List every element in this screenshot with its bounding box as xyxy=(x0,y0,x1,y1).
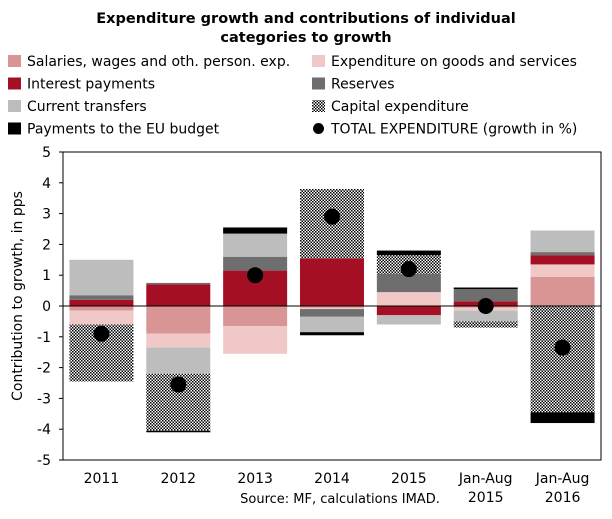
legend-label: Current transfers xyxy=(27,99,147,115)
bar-segment xyxy=(530,230,595,253)
bar-segment xyxy=(376,292,441,306)
bar-segment xyxy=(223,233,288,257)
x-tick-label: 2011 xyxy=(84,471,120,487)
bar-segment xyxy=(530,276,595,306)
legend-label: Salaries, wages and oth. person. exp. xyxy=(27,54,290,70)
bar-segment xyxy=(300,332,364,336)
y-tick-label: 0 xyxy=(42,299,51,315)
bar-segment xyxy=(69,299,134,306)
x-axis: 2011 2012 2013 2014 2015 Jan-Aug 2015 Jan-Aug 20… xyxy=(84,471,590,506)
legend-swatch xyxy=(312,77,325,90)
legend-label: Expenditure on goods and services xyxy=(331,54,577,70)
bar-segment xyxy=(453,321,518,328)
bar-segment xyxy=(146,347,211,374)
total-markers xyxy=(93,208,571,393)
total-marker xyxy=(324,208,340,225)
x-tick-label: 2015 xyxy=(391,471,427,487)
chart-title-line-1: Expenditure growth and contributions of … xyxy=(96,11,516,27)
y-axis-label: Contribution to growth, in pps xyxy=(10,191,26,401)
y-tick-label: -2 xyxy=(37,361,51,377)
bar-segment xyxy=(69,306,134,311)
y-tick-label: -5 xyxy=(37,453,51,469)
x-tick-label: Jan-Aug xyxy=(535,471,590,487)
total-marker xyxy=(554,339,571,356)
legend-label: Interest payments xyxy=(27,77,155,93)
x-tick-label: 2012 xyxy=(160,471,196,487)
y-tick-label: 4 xyxy=(42,176,51,192)
bar-segment xyxy=(300,309,364,317)
x-tick-label: Jan-Aug xyxy=(458,471,513,487)
bar-segment xyxy=(146,282,211,285)
total-marker xyxy=(400,261,417,278)
total-marker xyxy=(477,298,494,314)
y-axis: 5 4 3 2 1 0 -1 -2 -3 -4 -5 xyxy=(37,145,63,469)
bar-segment xyxy=(376,306,441,316)
legend-label: Capital expenditure xyxy=(331,99,469,115)
y-tick-label: 1 xyxy=(42,268,51,284)
bar-segment xyxy=(530,412,595,424)
bar-segment xyxy=(530,306,595,413)
bar-segment xyxy=(146,333,211,348)
legend-swatch xyxy=(8,100,21,112)
legend-label: Payments to the EU budget xyxy=(27,122,220,138)
bar-segment xyxy=(453,289,518,302)
bar-segment xyxy=(530,252,595,256)
bar-segment xyxy=(376,273,441,293)
y-tick-label: 2 xyxy=(42,237,51,253)
bar-segment xyxy=(69,259,134,296)
legend-swatch xyxy=(313,123,324,134)
chart-title-line-2: categories to growth xyxy=(220,30,391,46)
bar-segment xyxy=(300,306,364,308)
bar-segment xyxy=(223,326,288,354)
bar-segment xyxy=(223,227,288,234)
source-note: Source: MF, calculations IMAD. xyxy=(240,492,440,507)
y-tick-label: -4 xyxy=(37,422,51,438)
legend-swatch xyxy=(312,55,325,67)
bar-segment xyxy=(376,250,441,256)
bar-segment xyxy=(146,306,211,334)
bar-segment xyxy=(300,307,364,310)
x-tick-label: 2013 xyxy=(237,471,273,487)
bar-segment xyxy=(300,316,364,333)
bar-segment xyxy=(453,287,518,290)
y-tick-label: -3 xyxy=(37,391,51,407)
legend-swatch xyxy=(8,77,21,90)
total-marker xyxy=(93,325,110,342)
bar-segment xyxy=(223,256,288,271)
x-tick-label: 2015 xyxy=(468,490,504,506)
bar-segment xyxy=(69,295,134,300)
bar-segment xyxy=(223,306,288,327)
bar-segment xyxy=(376,315,441,325)
bar-segment xyxy=(146,430,211,433)
bar-segment xyxy=(453,310,518,322)
legend-swatch xyxy=(8,122,21,135)
total-marker xyxy=(247,267,264,284)
bar-segment xyxy=(146,284,211,306)
bar-segment xyxy=(530,255,595,265)
y-tick-label: 3 xyxy=(42,207,51,223)
bar-segment xyxy=(300,258,364,306)
total-marker xyxy=(170,376,187,393)
bar-segment xyxy=(69,310,134,325)
legend-swatch xyxy=(8,55,21,67)
x-tick-label: 2016 xyxy=(545,490,581,506)
bar-segment xyxy=(530,264,595,277)
y-tick-label: -1 xyxy=(37,330,51,346)
x-tick-label: 2014 xyxy=(314,471,350,487)
y-tick-label: 5 xyxy=(42,145,51,161)
bars xyxy=(63,188,601,433)
legend-label: Reserves xyxy=(331,77,395,93)
legend: Salaries, wages and oth. person. exp. Exp… xyxy=(8,54,577,138)
legend-swatch xyxy=(312,100,325,112)
legend-label: TOTAL EXPENDITURE (growth in %) xyxy=(330,122,577,138)
